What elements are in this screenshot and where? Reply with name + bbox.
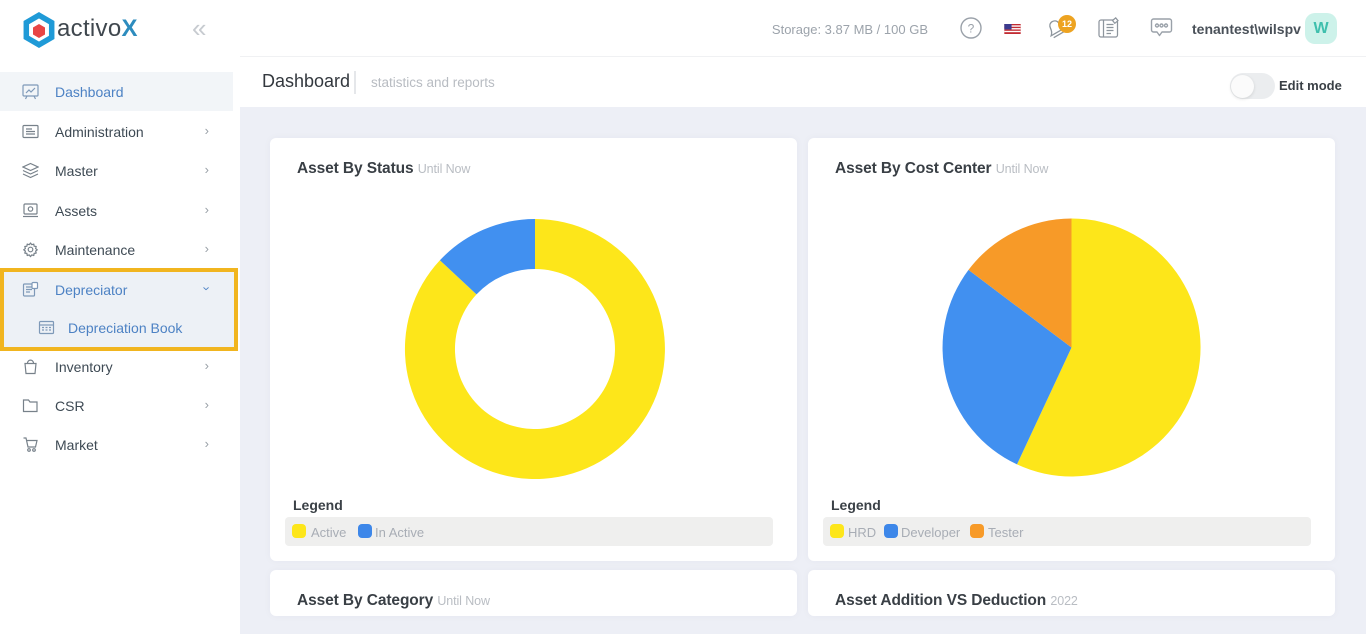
svg-text:?: ? bbox=[968, 22, 975, 36]
